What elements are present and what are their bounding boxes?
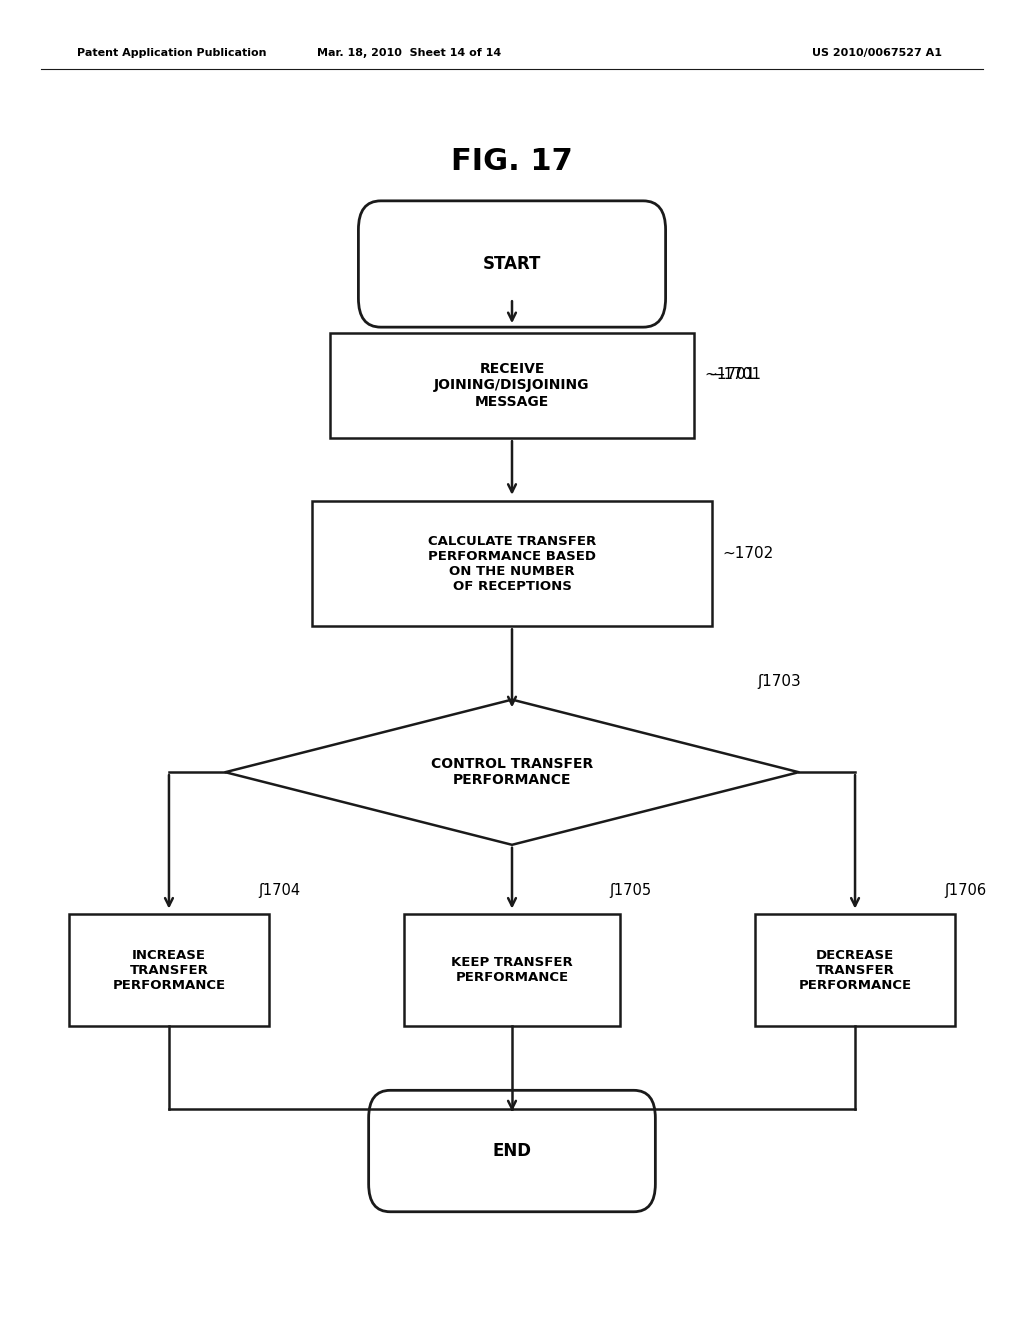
Text: FIG. 17: FIG. 17 bbox=[452, 147, 572, 176]
FancyBboxPatch shape bbox=[755, 913, 954, 1027]
Text: DECREASE
TRANSFER
PERFORMANCE: DECREASE TRANSFER PERFORMANCE bbox=[799, 949, 911, 991]
Text: END: END bbox=[493, 1142, 531, 1160]
Text: INCREASE
TRANSFER
PERFORMANCE: INCREASE TRANSFER PERFORMANCE bbox=[113, 949, 225, 991]
Text: Mar. 18, 2010  Sheet 14 of 14: Mar. 18, 2010 Sheet 14 of 14 bbox=[317, 48, 502, 58]
FancyBboxPatch shape bbox=[404, 913, 620, 1027]
Text: ʃ1704: ʃ1704 bbox=[258, 883, 301, 898]
Text: CALCULATE TRANSFER
PERFORMANCE BASED
ON THE NUMBER
OF RECEPTIONS: CALCULATE TRANSFER PERFORMANCE BASED ON … bbox=[428, 535, 596, 593]
FancyBboxPatch shape bbox=[70, 913, 268, 1027]
Text: ʃ1705: ʃ1705 bbox=[609, 883, 651, 898]
Text: ~1701: ~1701 bbox=[705, 367, 756, 383]
Polygon shape bbox=[225, 700, 799, 845]
Text: —1701: —1701 bbox=[709, 367, 761, 383]
Text: Patent Application Publication: Patent Application Publication bbox=[77, 48, 266, 58]
Text: ~1702: ~1702 bbox=[722, 545, 773, 561]
Text: ʃ1706: ʃ1706 bbox=[944, 883, 987, 898]
FancyBboxPatch shape bbox=[369, 1090, 655, 1212]
Text: START: START bbox=[482, 255, 542, 273]
Text: CONTROL TRANSFER
PERFORMANCE: CONTROL TRANSFER PERFORMANCE bbox=[431, 758, 593, 787]
Text: US 2010/0067527 A1: US 2010/0067527 A1 bbox=[812, 48, 942, 58]
Text: KEEP TRANSFER
PERFORMANCE: KEEP TRANSFER PERFORMANCE bbox=[452, 956, 572, 985]
Text: ʃ1703: ʃ1703 bbox=[758, 675, 802, 689]
FancyBboxPatch shape bbox=[312, 502, 712, 627]
Text: RECEIVE
JOINING/DISJOINING
MESSAGE: RECEIVE JOINING/DISJOINING MESSAGE bbox=[434, 362, 590, 409]
FancyBboxPatch shape bbox=[330, 333, 694, 438]
FancyBboxPatch shape bbox=[358, 201, 666, 327]
